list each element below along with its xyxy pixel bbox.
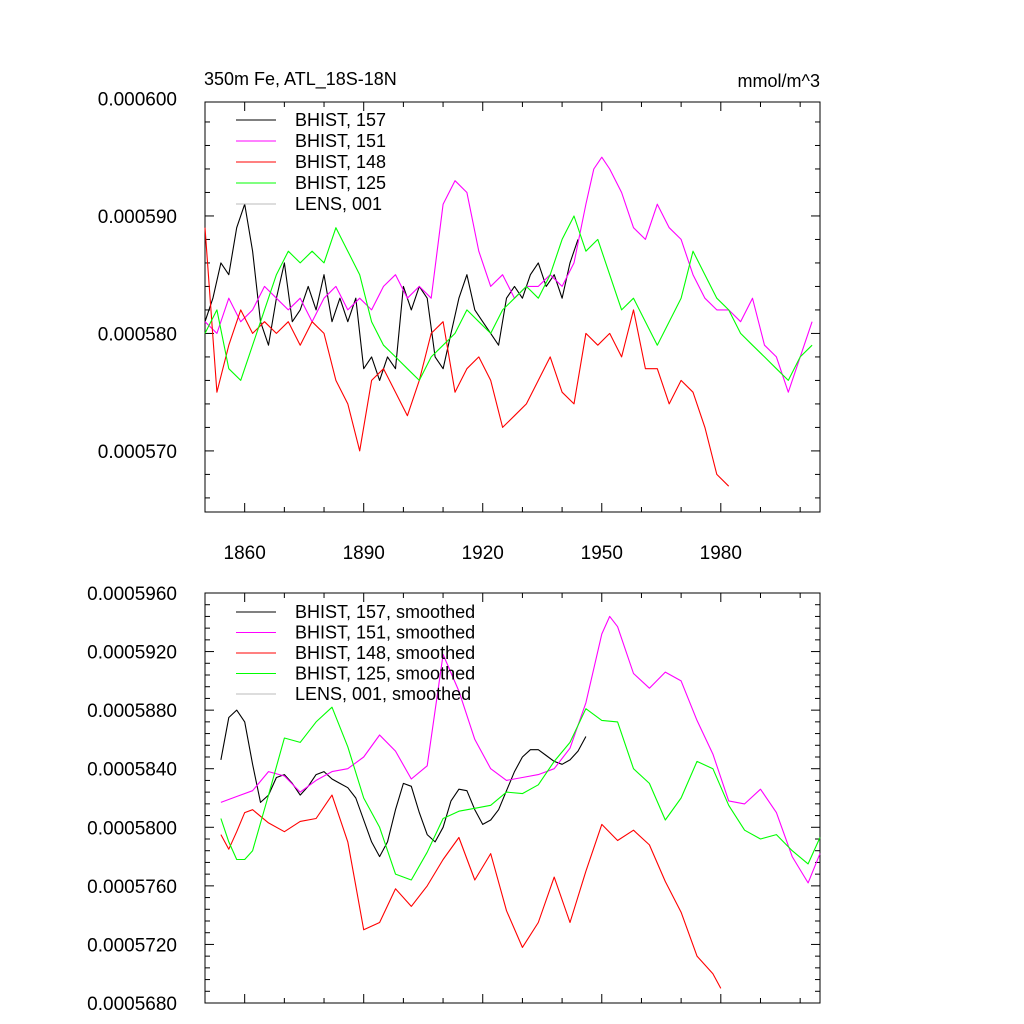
legend-label: BHIST, 157 bbox=[295, 110, 386, 130]
series-line bbox=[220, 794, 722, 989]
y-tick-label: 0.0005960 bbox=[87, 584, 177, 605]
series-line bbox=[220, 706, 821, 881]
bottom-panel: 0.0005960 0.0005920 0.0005880 0.0005840 0.00… bbox=[87, 584, 821, 1015]
y-tick-label: 0.0005840 bbox=[87, 760, 177, 781]
x-tick-label: 1860 bbox=[224, 543, 266, 564]
series-line bbox=[204, 227, 730, 487]
x-tick-label: 1950 bbox=[581, 543, 623, 564]
legend-label: BHIST, 125, smoothed bbox=[295, 664, 475, 684]
y-tick-label: 0.000570 bbox=[98, 442, 177, 463]
legend-label: BHIST, 125 bbox=[295, 173, 386, 193]
y-tick-label: 0.000580 bbox=[98, 324, 177, 345]
plot-frame bbox=[204, 592, 821, 1004]
series-line bbox=[204, 203, 579, 381]
series-line bbox=[220, 615, 821, 884]
y-tick-label: 0.0005880 bbox=[87, 701, 177, 722]
y-tick-label: 0.0005800 bbox=[87, 818, 177, 839]
y-tick-label: 0.0005760 bbox=[87, 877, 177, 898]
units-label: mmol/m^3 bbox=[738, 71, 820, 91]
chart-title: 350m Fe, ATL_18S-18N bbox=[204, 69, 397, 90]
y-tick-label: 0.0005920 bbox=[87, 643, 177, 664]
legend-label: BHIST, 148, smoothed bbox=[295, 643, 475, 663]
x-tick-label: 1890 bbox=[343, 543, 385, 564]
legend-label: BHIST, 157, smoothed bbox=[295, 602, 475, 622]
series-line bbox=[204, 215, 813, 381]
plot-frame bbox=[204, 101, 821, 513]
top-panel: 0.000600 0.000590 0.000580 0.000570 1860 1890… bbox=[98, 89, 821, 564]
x-tick-label: 1980 bbox=[700, 543, 742, 564]
y-tick-label: 0.000600 bbox=[98, 89, 177, 110]
legend-label: BHIST, 148 bbox=[295, 152, 386, 172]
y-tick-label: 0.000590 bbox=[98, 207, 177, 228]
legend-label: LENS, 001, smoothed bbox=[295, 684, 471, 704]
series-line bbox=[220, 709, 587, 858]
legend-label: LENS, 001 bbox=[295, 194, 382, 214]
x-tick-label: 1920 bbox=[462, 543, 504, 564]
y-tick-label: 0.0005680 bbox=[87, 994, 177, 1015]
y-tick-label: 0.0005720 bbox=[87, 935, 177, 956]
legend-label: BHIST, 151, smoothed bbox=[295, 623, 475, 643]
legend-label: BHIST, 151 bbox=[295, 131, 386, 151]
